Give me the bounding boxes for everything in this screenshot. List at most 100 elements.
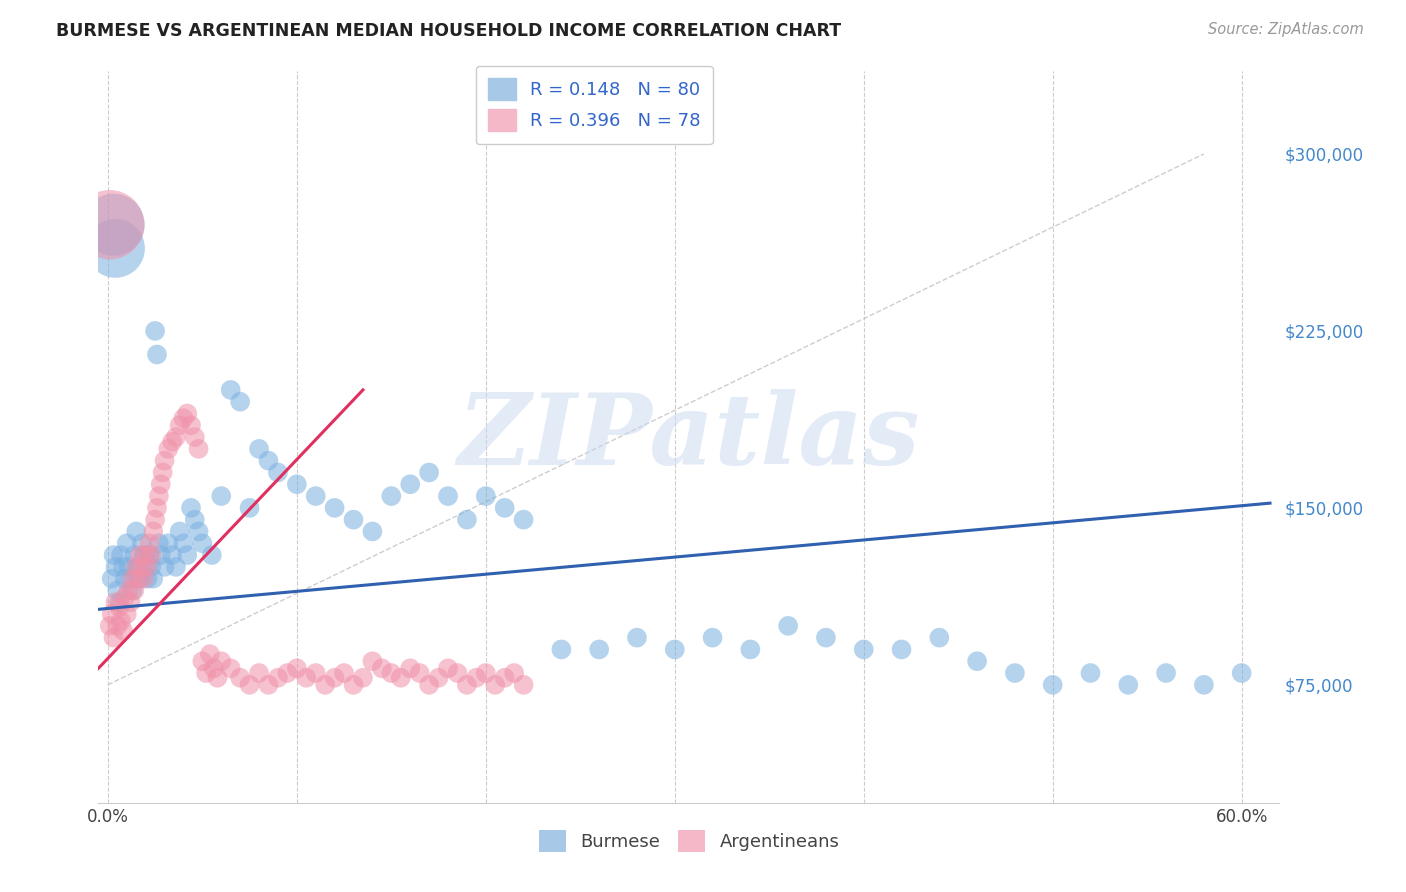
Point (136, 559, 159, 574)
Point (702, 631, 724, 645)
Point (149, 548, 172, 562)
Point (202, 661, 225, 675)
Point (118, 583, 141, 598)
Point (153, 453, 176, 467)
Point (201, 548, 224, 562)
Point (446, 666, 468, 681)
Point (267, 671, 290, 685)
Point (239, 678, 262, 692)
Point (157, 536, 180, 550)
Point (157, 442, 180, 456)
Point (1192, 678, 1215, 692)
Point (184, 430, 207, 444)
Point (146, 347, 169, 361)
Point (588, 642, 610, 657)
Point (814, 631, 837, 645)
Point (475, 489, 498, 503)
Point (124, 548, 146, 562)
Point (207, 671, 229, 685)
Point (305, 489, 328, 503)
Point (153, 559, 176, 574)
Point (399, 661, 422, 675)
Point (110, 548, 132, 562)
Point (129, 572, 152, 586)
Point (1004, 666, 1026, 681)
Point (778, 619, 800, 633)
Point (229, 671, 252, 685)
Point (342, 513, 364, 527)
Point (142, 524, 165, 539)
Point (184, 513, 207, 527)
Point (418, 466, 440, 480)
Point (247, 442, 270, 456)
Point (852, 642, 875, 657)
Point (108, 599, 131, 614)
Point (209, 654, 232, 668)
Point (512, 513, 534, 527)
Point (165, 559, 187, 574)
Point (626, 631, 648, 645)
Point (1154, 666, 1177, 681)
Point (187, 524, 209, 539)
Point (494, 671, 516, 685)
Point (465, 671, 488, 685)
Point (120, 572, 142, 586)
Point (105, 583, 128, 598)
Point (295, 671, 318, 685)
Point (323, 671, 346, 685)
Point (165, 430, 187, 444)
Point (135, 548, 157, 562)
Point (121, 572, 143, 586)
Point (285, 477, 308, 491)
Point (98, 218, 121, 232)
Point (103, 218, 125, 232)
Point (427, 671, 450, 685)
Point (149, 477, 172, 491)
Point (380, 666, 402, 681)
Point (125, 524, 148, 539)
Point (132, 572, 155, 586)
Point (138, 548, 160, 562)
Point (257, 678, 280, 692)
Point (371, 661, 394, 675)
Point (361, 524, 384, 539)
Point (229, 394, 252, 409)
Point (195, 666, 218, 681)
Point (890, 642, 912, 657)
Point (239, 500, 262, 515)
Point (138, 536, 160, 550)
Point (114, 591, 136, 605)
Point (475, 666, 498, 681)
Point (169, 418, 191, 433)
Point (172, 536, 194, 550)
Point (160, 434, 183, 449)
Point (135, 559, 157, 574)
Point (966, 654, 988, 668)
Point (209, 489, 232, 503)
Point (1080, 666, 1102, 681)
Point (127, 572, 149, 586)
Point (342, 678, 364, 692)
Point (389, 671, 412, 685)
Point (247, 666, 270, 681)
Point (141, 548, 163, 562)
Point (456, 678, 478, 692)
Point (257, 453, 280, 467)
Point (437, 661, 460, 675)
Point (172, 411, 194, 425)
Point (187, 442, 209, 456)
Point (152, 466, 174, 480)
Point (180, 418, 202, 433)
Point (399, 477, 422, 491)
Point (98, 619, 121, 633)
Point (437, 489, 460, 503)
Point (928, 631, 950, 645)
Point (361, 654, 384, 668)
Point (380, 489, 402, 503)
Text: BURMESE VS ARGENTINEAN MEDIAN HOUSEHOLD INCOME CORRELATION CHART: BURMESE VS ARGENTINEAN MEDIAN HOUSEHOLD … (56, 22, 841, 40)
Point (121, 583, 143, 598)
Point (111, 559, 134, 574)
Point (143, 324, 166, 338)
Point (131, 536, 153, 550)
Point (104, 595, 127, 609)
